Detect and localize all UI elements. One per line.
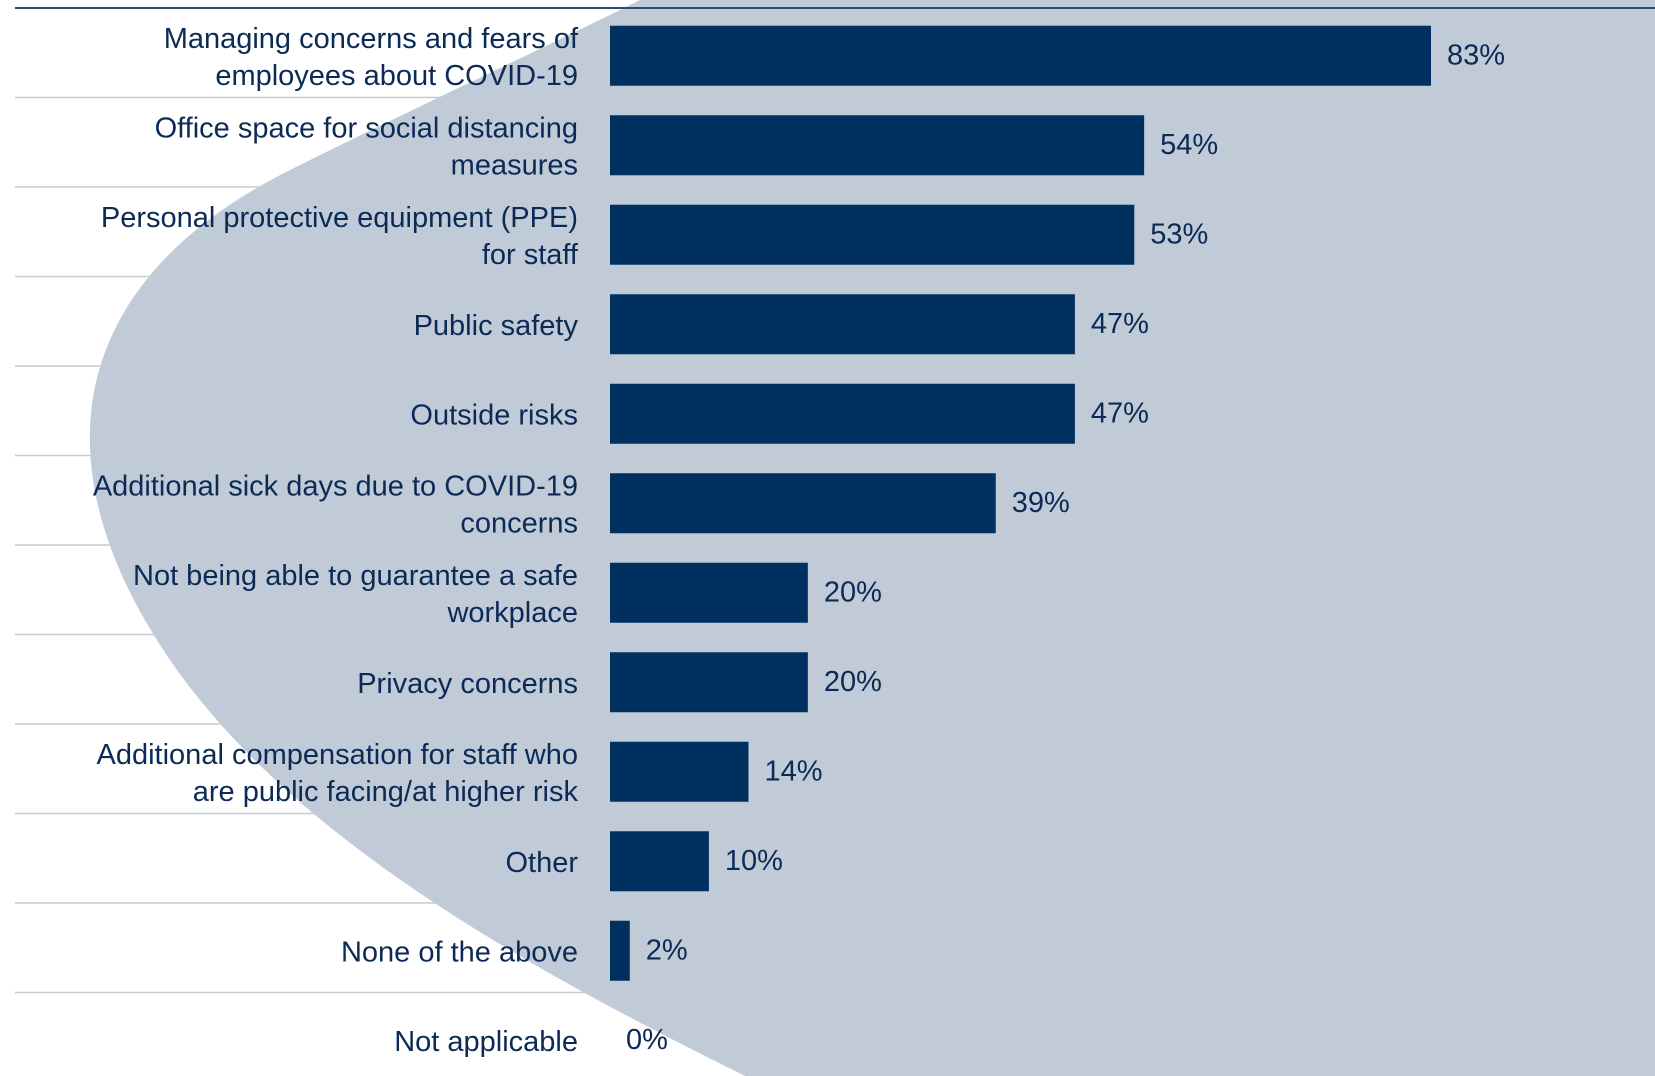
value-label: 14% [764, 755, 822, 787]
value-label: 53% [1150, 218, 1208, 250]
value-label: 2% [646, 934, 688, 966]
value-label: 0% [626, 1024, 668, 1056]
category-label: workplace [446, 597, 578, 629]
category-label: Office space for social distancing [155, 112, 578, 144]
bar [610, 25, 1431, 86]
category-label: for staff [482, 239, 579, 271]
bar [610, 383, 1075, 444]
background-shape [89, 0, 1655, 1076]
category-label: measures [451, 149, 578, 181]
bar [610, 920, 630, 981]
category-label: Other [505, 847, 578, 879]
bar [610, 294, 1075, 355]
bars [610, 25, 1431, 981]
category-label: Not being able to guarantee a safe [133, 560, 578, 592]
category-label: Additional compensation for staff who [97, 739, 578, 771]
category-label: Not applicable [394, 1026, 578, 1058]
value-label: 47% [1091, 397, 1149, 429]
category-label: Privacy concerns [357, 668, 578, 700]
bar [610, 652, 808, 713]
value-label: 10% [725, 845, 783, 877]
bar [610, 115, 1145, 176]
value-label: 47% [1091, 308, 1149, 340]
bar [610, 473, 996, 534]
value-label: 39% [1012, 487, 1070, 519]
category-label: Additional sick days due to COVID-19 [93, 470, 578, 502]
category-label: Personal protective equipment (PPE) [101, 202, 578, 234]
bar [610, 204, 1135, 265]
row-dividers [15, 96, 1655, 994]
bar [610, 741, 749, 802]
category-label: Outside risks [410, 399, 578, 431]
category-label: are public facing/at higher risk [193, 776, 579, 808]
value-label: 83% [1447, 39, 1505, 71]
category-label: Managing concerns and fears of [164, 23, 579, 55]
category-label: concerns [460, 507, 578, 539]
bar [610, 562, 808, 623]
value-labels: 83% 54% 53% 47% 47% 39% 20% 20% 14% 10% 2% 0% [626, 39, 1505, 1056]
value-label: 20% [824, 576, 882, 608]
category-labels: Managing concerns and fears of employees … [93, 23, 579, 1058]
bar [610, 831, 709, 892]
value-label: 54% [1160, 129, 1218, 161]
category-label: None of the above [341, 936, 578, 968]
category-label: Public safety [414, 310, 579, 342]
value-label: 20% [824, 666, 882, 698]
category-label: employees about COVID-19 [215, 60, 578, 92]
